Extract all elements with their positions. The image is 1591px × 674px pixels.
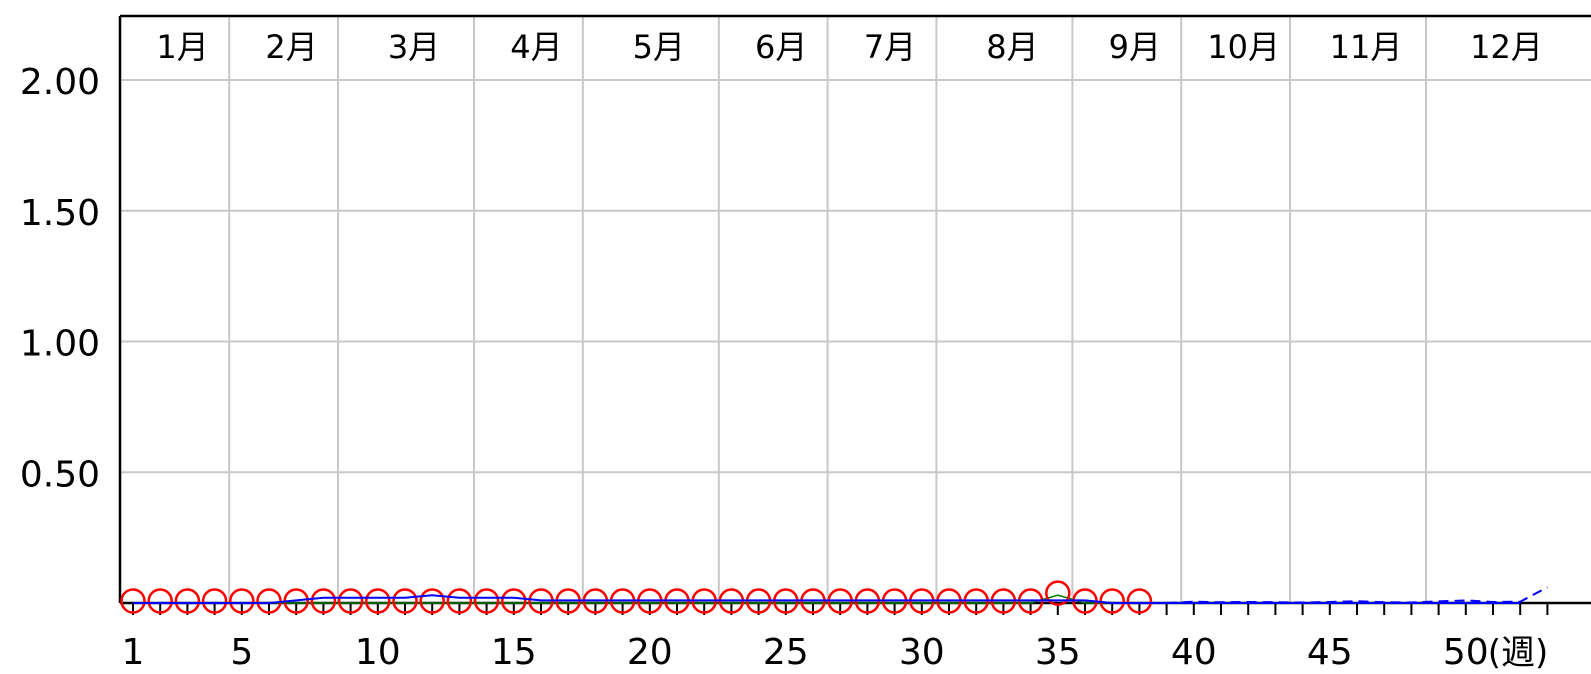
x-tick-label: 35 (1035, 632, 1081, 673)
x-tick-label: 50 (1443, 632, 1489, 673)
y-tick-label: 0.50 (20, 454, 100, 495)
plot-frame (118, 14, 1591, 605)
data-point (229, 588, 255, 614)
x-tick-label: 25 (763, 632, 809, 673)
x-tick-label: 5 (230, 632, 253, 673)
month-label: 9月 (1109, 28, 1161, 66)
data-point (337, 588, 364, 614)
data-point (365, 588, 391, 614)
x-tick-label: 45 (1307, 632, 1353, 673)
data-point (310, 588, 337, 614)
y-tick-label: 1.00 (20, 324, 100, 365)
x-tick-label: 1 (122, 632, 145, 673)
month-label: 5月 (633, 28, 685, 66)
month-label: 8月 (986, 28, 1038, 66)
x-tick-label: 40 (1171, 632, 1217, 673)
x-tick-label: 30 (899, 632, 945, 673)
data-point (120, 588, 146, 614)
y-tick-label: 1.50 (20, 193, 100, 234)
x-unit-label: (週) (1488, 633, 1549, 673)
data-point (501, 588, 527, 614)
y-axis: 2.00 1.50 1.00 0.50 (20, 62, 100, 495)
x-tick-label: 10 (355, 632, 401, 673)
data-point (392, 588, 418, 614)
data-point (147, 588, 173, 614)
data-point (1126, 588, 1153, 614)
x-axis: 1 5 10 15 20 25 30 35 40 45 50 (週) (122, 603, 1549, 673)
series-line (133, 594, 1521, 604)
series-line (1166, 586, 1548, 604)
data-point (473, 588, 500, 614)
month-label: 12月 (1470, 28, 1543, 66)
month-label: 3月 (388, 28, 440, 66)
data-point (174, 588, 201, 614)
data-point (419, 588, 445, 614)
x-tick-label: 20 (627, 632, 673, 673)
series-layer (120, 580, 1548, 614)
month-label: 2月 (265, 28, 317, 66)
month-labels: 1月 2月 3月 4月 5月 6月 7月 8月 9月 10月 11月 12月 (156, 28, 1542, 66)
month-label: 4月 (510, 28, 562, 66)
month-label: 6月 (755, 28, 807, 66)
grid (120, 16, 1591, 603)
series-line (133, 594, 1140, 604)
month-label: 11月 (1330, 28, 1403, 66)
data-point (1045, 580, 1071, 606)
data-point (201, 588, 228, 614)
month-label: 7月 (864, 28, 916, 66)
x-tick-label: 15 (491, 632, 537, 673)
data-point (446, 588, 473, 614)
y-tick-label: 2.00 (20, 62, 100, 103)
month-label: 1月 (156, 28, 208, 66)
month-label: 10月 (1207, 28, 1280, 66)
